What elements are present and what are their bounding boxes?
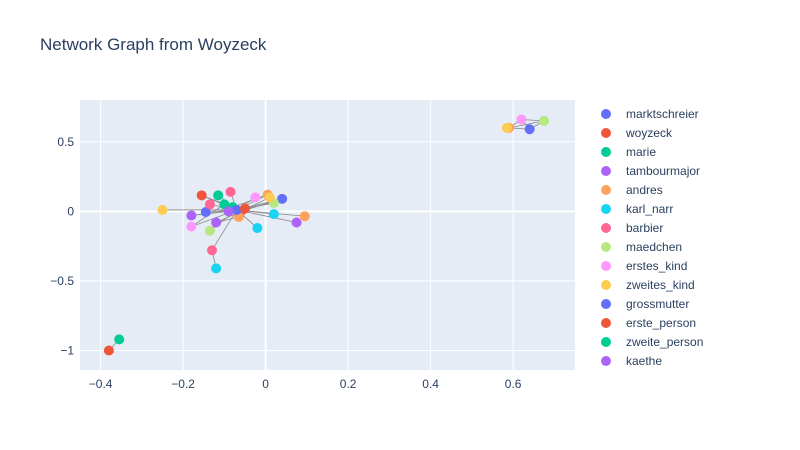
legend-item-zweite_person[interactable]: zweite_person — [601, 335, 703, 349]
legend-item-erste_person[interactable]: erste_person — [601, 316, 696, 330]
legend-item-kaethe[interactable]: kaethe — [601, 354, 662, 368]
legend-item-erstes_kind[interactable]: erstes_kind — [601, 259, 687, 273]
legend-label: grossmutter — [626, 297, 689, 311]
legend-item-zweites_kind[interactable]: zweites_kind — [601, 278, 695, 292]
x-tick-label: 0.2 — [340, 377, 357, 391]
node-tambourmajor[interactable] — [211, 217, 222, 228]
legend-label: marie — [626, 145, 656, 159]
legend-label: andres — [626, 183, 663, 197]
plot-area — [80, 100, 575, 370]
node-karl_narr[interactable] — [268, 209, 279, 220]
node-woyzeck[interactable] — [196, 190, 207, 201]
y-tick-label: −0.5 — [50, 274, 74, 288]
legend-label: erstes_kind — [626, 259, 687, 273]
legend-item-andres[interactable]: andres — [601, 183, 663, 197]
legend-marker — [601, 109, 611, 119]
node-marktschreier[interactable] — [277, 193, 288, 204]
x-tick-labels: −0.4 −0.2 0 0.2 0.4 0.6 — [89, 377, 522, 391]
legend-marker — [601, 128, 611, 138]
legend-item-woyzeck[interactable]: woyzeck — [601, 126, 673, 140]
legend-item-marie[interactable]: marie — [601, 145, 656, 159]
node-marie[interactable] — [114, 334, 125, 345]
legend-marker — [601, 204, 611, 214]
legend-marker — [601, 337, 611, 347]
node-woyzeck[interactable] — [103, 345, 114, 356]
node-barbier[interactable] — [207, 245, 217, 256]
legend-label: kaethe — [626, 354, 662, 368]
node-maedchen[interactable] — [204, 225, 215, 236]
legend-marker — [601, 147, 611, 157]
node-erste_person[interactable] — [240, 203, 250, 214]
legend-label: zweite_person — [626, 335, 703, 349]
legend-label: woyzeck — [625, 126, 673, 140]
legend-label: barbier — [626, 221, 663, 235]
node-marktschreier[interactable] — [524, 124, 535, 135]
x-tick-label: −0.2 — [171, 377, 195, 391]
legend-marker — [601, 185, 611, 195]
legend-marker — [601, 261, 611, 271]
legend-label: tambourmajor — [626, 164, 700, 178]
legend[interactable]: marktschreier woyzeck marie tambourmajor and… — [601, 107, 703, 368]
legend-item-maedchen[interactable]: maedchen — [601, 240, 682, 254]
legend-label: maedchen — [626, 240, 682, 254]
node-grossmutter[interactable] — [231, 204, 242, 215]
legend-label: erste_person — [626, 316, 696, 330]
x-tick-label: 0.6 — [505, 377, 522, 391]
y-tick-label: 0.5 — [57, 135, 74, 149]
node-andres[interactable] — [299, 211, 310, 222]
legend-marker — [601, 318, 611, 328]
node-karl_narr[interactable] — [252, 223, 263, 234]
y-tick-label: −1 — [60, 344, 74, 358]
legend-marker — [601, 223, 611, 233]
node-erstes_kind[interactable] — [186, 221, 197, 232]
graph-edge — [211, 209, 238, 251]
node-kaethe[interactable] — [223, 206, 234, 217]
node-tambourmajor[interactable] — [291, 217, 302, 228]
legend-marker — [601, 242, 611, 252]
node-barbier[interactable] — [204, 199, 215, 210]
node-karl_narr[interactable] — [211, 263, 222, 274]
node-marktschreier[interactable] — [200, 207, 211, 218]
node-zweites_kind[interactable] — [501, 122, 512, 133]
nodes — [103, 114, 550, 356]
node-zweites_kind[interactable] — [157, 204, 168, 215]
node-erstes_kind[interactable] — [516, 114, 527, 125]
x-tick-label: 0.4 — [422, 377, 439, 391]
legend-marker — [601, 299, 611, 309]
y-tick-label: 0 — [67, 204, 74, 218]
x-tick-label: 0 — [262, 377, 269, 391]
legend-item-grossmutter[interactable]: grossmutter — [601, 297, 689, 311]
node-tambourmajor[interactable] — [186, 210, 197, 221]
x-tick-label: −0.4 — [89, 377, 113, 391]
node-erstes_kind[interactable] — [250, 192, 261, 203]
node-zweites_kind[interactable] — [264, 192, 275, 203]
legend-item-karl_narr[interactable]: karl_narr — [601, 202, 673, 216]
legend-marker — [601, 280, 611, 290]
node-maedchen[interactable] — [539, 115, 550, 126]
graph-edge — [232, 194, 268, 208]
legend-label: karl_narr — [626, 202, 673, 216]
legend-item-tambourmajor[interactable]: tambourmajor — [601, 164, 700, 178]
node-marie[interactable] — [213, 190, 224, 201]
chart-title: Network Graph from Woyzeck — [40, 35, 267, 54]
node-barbier[interactable] — [225, 186, 236, 197]
legend-marker — [601, 356, 611, 366]
y-tick-labels: 0.5 0 −0.5 −1 — [50, 135, 74, 358]
legend-marker — [601, 166, 611, 176]
legend-item-barbier[interactable]: barbier — [601, 221, 663, 235]
graph-edge — [508, 120, 545, 129]
legend-label: marktschreier — [626, 107, 699, 121]
legend-label: zweites_kind — [626, 278, 695, 292]
legend-item-marktschreier[interactable]: marktschreier — [601, 107, 699, 121]
